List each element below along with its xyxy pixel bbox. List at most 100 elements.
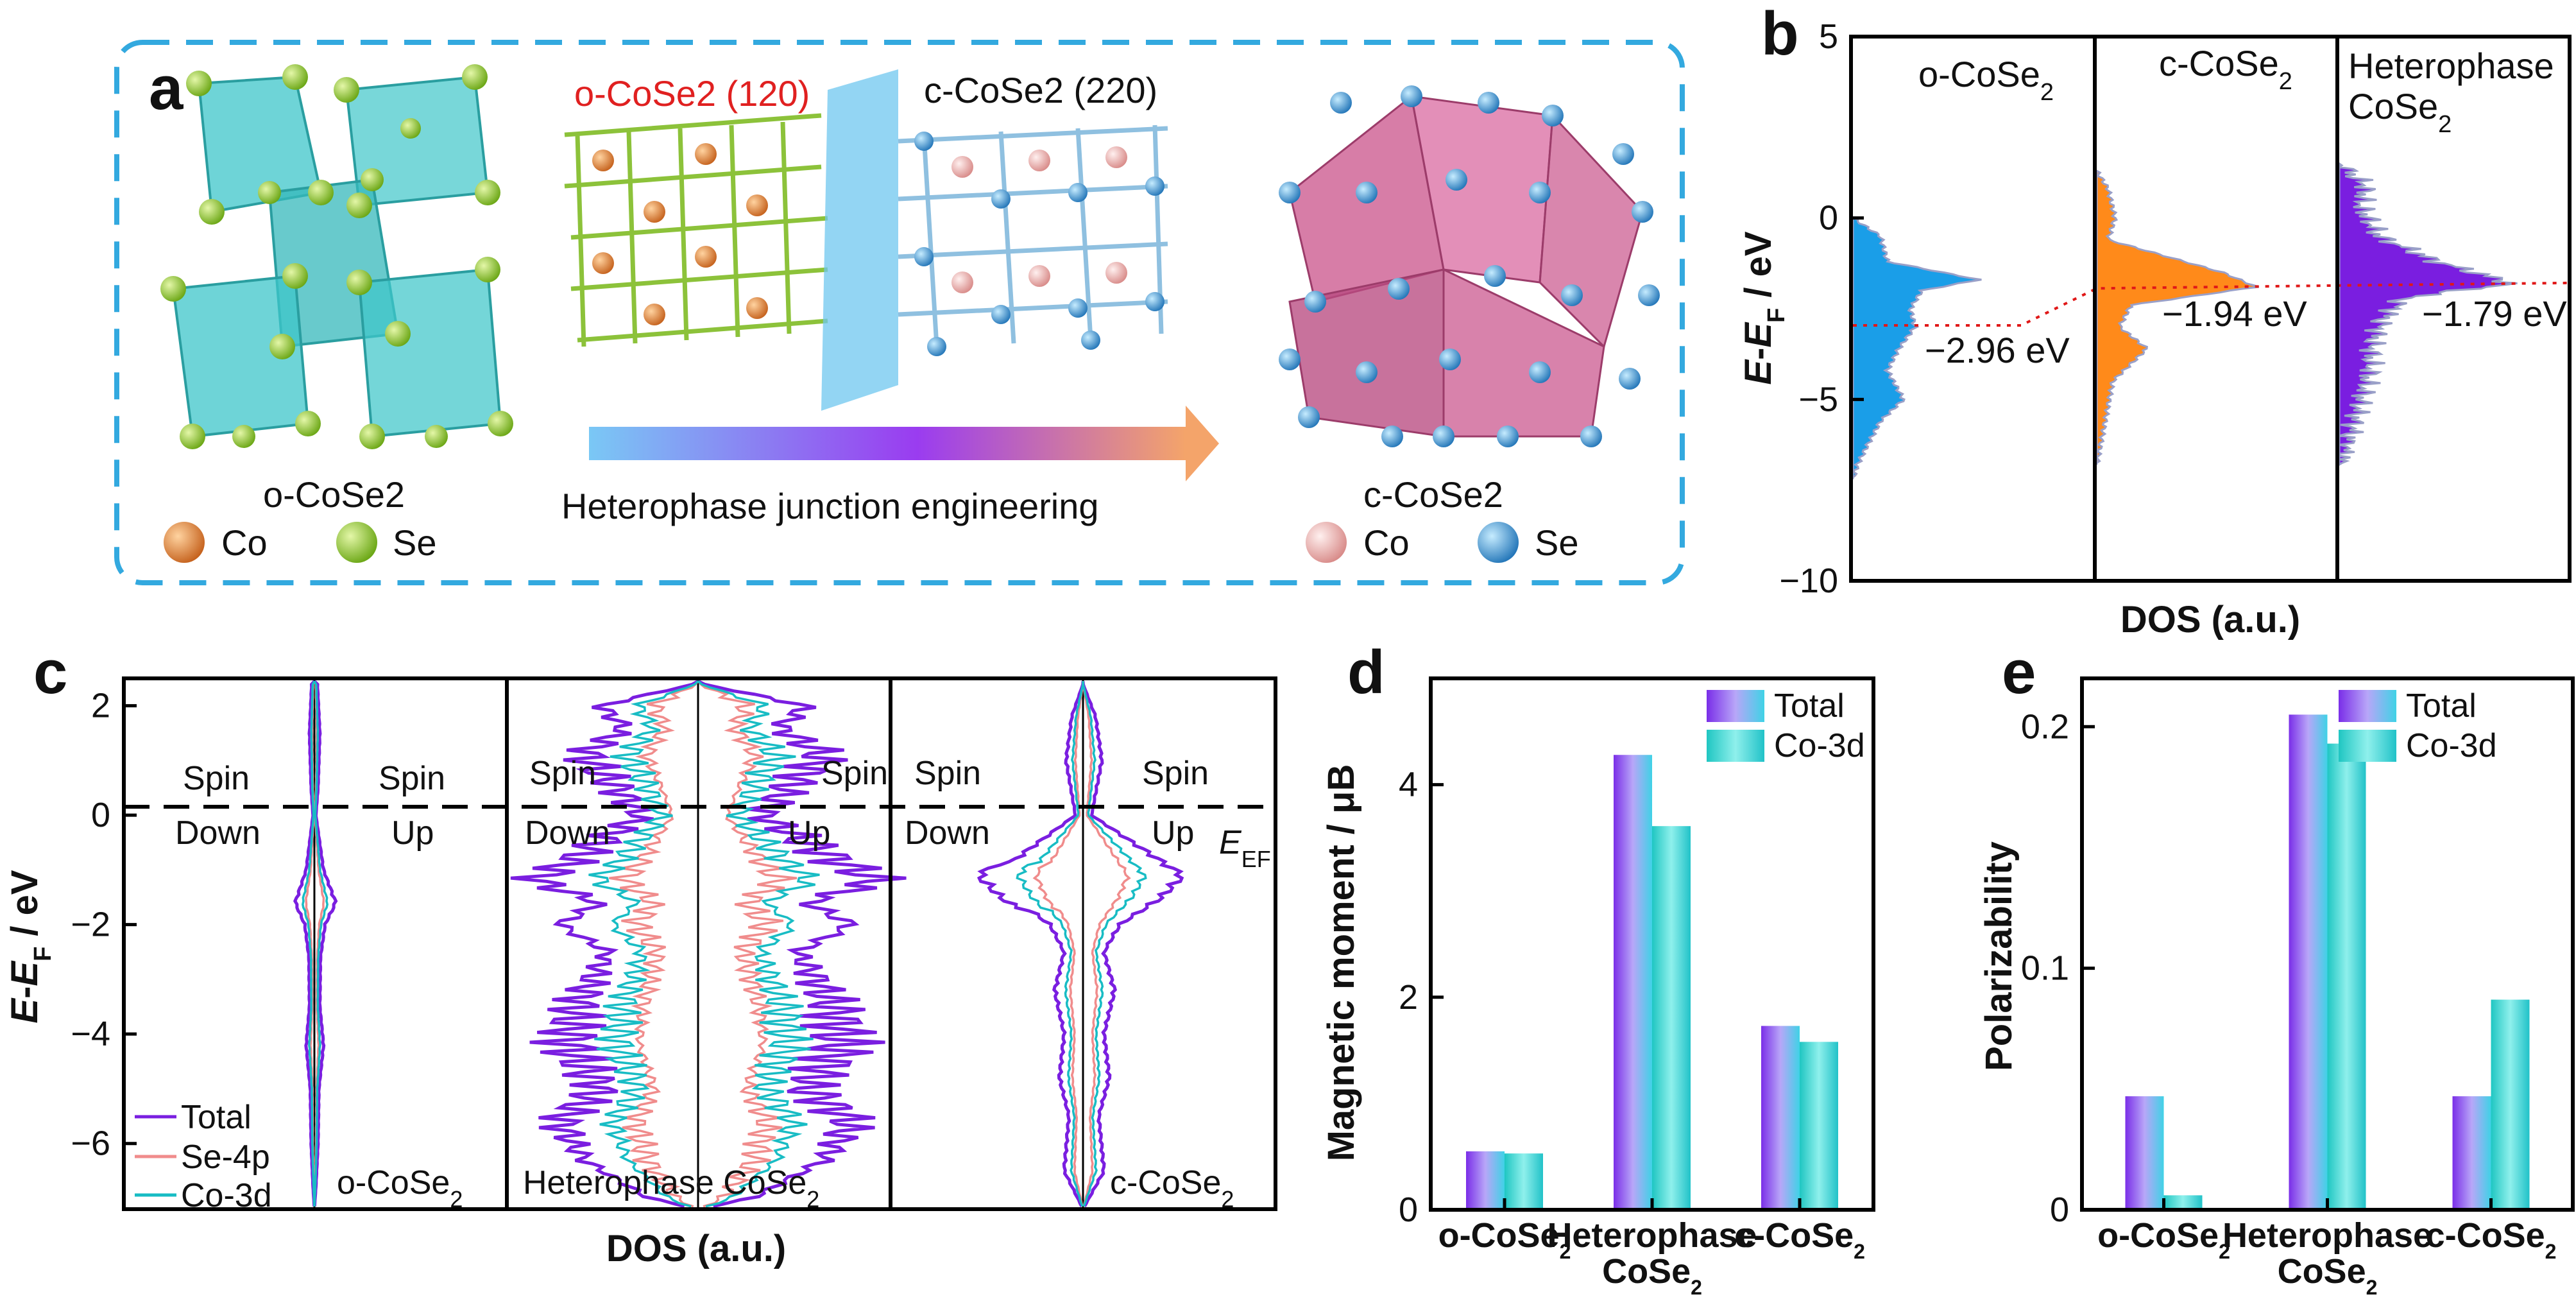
b-subpanel-title: c-CoSe2 (2159, 43, 2292, 95)
se-atom-icon (1478, 522, 1519, 563)
arrow-text: Heterophase junction engineering (561, 486, 1098, 526)
legend-right-co: Co (1363, 522, 1410, 563)
b-annotation: −2.96 eV (1925, 330, 2070, 370)
b-ytick-label: 5 (1819, 17, 1838, 56)
c-cose2-label: c-CoSe2 (1363, 474, 1503, 515)
bar-co-3d-1 (1652, 826, 1691, 1210)
panel-c-yaxis: 2 0 −2 −4 −6 (71, 687, 137, 1163)
panel-b-label: b (1761, 0, 1799, 68)
c-subpanel-title: o-CoSe2 (337, 1164, 463, 1212)
c-Co-3d-spin-down (302, 680, 316, 1207)
legend-co3d: Co-3d (181, 1177, 272, 1214)
panel-b-frame (1849, 35, 2572, 583)
c-cose2-structure (1279, 85, 1660, 447)
panel-e-ylabel: Polarizability (1978, 841, 2020, 1071)
o-cose2-structure (160, 64, 513, 449)
c-ytick-label: −6 (71, 1124, 110, 1163)
c-Co-3d-spin-down (1016, 681, 1084, 1207)
legend-left-co: Co (221, 522, 268, 563)
b-annotation: −1.94 eV (2162, 293, 2307, 334)
bar-total-1 (1614, 755, 1652, 1210)
legend-co-3d: Co-3d (1774, 727, 1865, 764)
bar-total-1 (2289, 714, 2328, 1210)
legend-total: Total (2406, 687, 2477, 725)
c-Co-3d-spin-up (313, 680, 328, 1207)
c-Total-spin-up (697, 680, 907, 1209)
b-subpanel-title: o-CoSe2 (1918, 54, 2054, 106)
c-Se-4p-spin-up (1082, 681, 1131, 1207)
c-Se-4p-spin-down (1032, 681, 1084, 1207)
panel-b-ylabel: E-EF / eV (1737, 231, 1790, 385)
panel-c-plot (293, 678, 1184, 1209)
heterojunction-lattice (564, 69, 1168, 411)
panel-c-ylabel: E-EF / eV (4, 870, 56, 1024)
b-ytick-label: −10 (1779, 562, 1838, 600)
xtick-label: c-CoSe2 (2426, 1216, 2557, 1263)
ytick-label: 2 (1399, 978, 1418, 1017)
b-subpanel-title: CoSe2 (2348, 86, 2452, 138)
panel-c: c 2 0 −2 −4 −6 E-EF / eV DOS (a.u.) Spin Dow… (4, 638, 1277, 1269)
ytick-label: 0 (2050, 1191, 2069, 1229)
panel-a-label: a (149, 54, 183, 123)
bar-total-2 (2452, 1096, 2491, 1210)
panel-d-ylabel: Magnetic moment / μB (1320, 764, 1362, 1162)
b-dos-area-Heterophase CoSe2 (2336, 162, 2518, 467)
ytick-label: 0 (1399, 1191, 1418, 1229)
xtick-label: c-CoSe2 (1734, 1216, 1865, 1263)
xtick-label: o-CoSe2 (2097, 1216, 2230, 1263)
panel-b: b 5 0 −5 −10 E-EF / eV DOS (a.u.) o-CoSe2 c… (1737, 0, 2572, 641)
b-annotation: −1.79 eV (2422, 293, 2567, 334)
panel-c-label: c (33, 638, 67, 707)
bar-co-3d-2 (2491, 999, 2530, 1210)
panel-c-frame (122, 676, 1277, 1211)
se-atom-icon (336, 522, 377, 563)
c-subpanel-title: Heterophase CoSe2 (523, 1164, 819, 1212)
svg-text:Spin: Spin (379, 760, 445, 797)
b-dos-area-o-CoSe2 (1852, 216, 1982, 479)
co-atom-icon (164, 522, 205, 563)
b-subpanel-title: Heterophase (2348, 46, 2554, 86)
panel-d-frame (1429, 676, 1875, 1212)
panel-e-label: e (2002, 638, 2036, 707)
bar-co-3d-1 (2327, 743, 2366, 1210)
ef-label: EEF (1219, 824, 1271, 872)
panel-d-label: d (1347, 638, 1385, 707)
panel-c-legend: Total Se-4p Co-3d (135, 1099, 272, 1214)
o-cose2-label: o-CoSe2 (263, 474, 405, 515)
legend-swatch-total (1707, 690, 1764, 722)
legend-total: Total (181, 1099, 252, 1136)
xtick-label: o-CoSe2 (1438, 1216, 1571, 1263)
c-Total-spin-up (1081, 681, 1184, 1208)
interface-plane (821, 69, 898, 411)
ytick-label: 0.1 (2021, 949, 2069, 988)
panel-b-xlabel: DOS (a.u.) (2120, 599, 2300, 641)
b-ytick-label: 0 (1819, 199, 1838, 237)
panel-b-yaxis: 5 0 −5 −10 (1779, 17, 1864, 600)
c-Se-4p-spin-down (609, 680, 699, 1208)
svg-text:Up: Up (788, 814, 830, 852)
bar-co-3d-0 (2163, 1195, 2203, 1210)
svg-text:Spin: Spin (529, 755, 596, 792)
bar-co-3d-2 (1800, 1042, 1838, 1210)
panel-a-border (114, 40, 1685, 585)
facet-left-label: o-CoSe2 (120) (574, 73, 810, 114)
panel-e: e Polarizability 0 0.1 0.2 o-CoSe2Heteropha… (1978, 638, 2575, 1299)
c-Se-4p-spin-up (697, 680, 798, 1208)
xtick-label: Heterophase CoSe2 (1547, 1216, 1757, 1299)
b-dos-area-c-CoSe2 (2095, 169, 2260, 465)
panel-b-plot (1852, 162, 2568, 479)
svg-text:Spin: Spin (183, 760, 250, 797)
c-ytick-label: 0 (91, 796, 110, 834)
c-Co-3d-spin-up (1082, 681, 1147, 1207)
svg-text:Down: Down (525, 814, 610, 852)
panel-e-frame (2080, 676, 2575, 1212)
b-ytick-label: −5 (1798, 380, 1838, 418)
c-Co-3d-spin-up (697, 680, 820, 1208)
legend-swatch-co-3d (2339, 730, 2396, 762)
c-ytick-label: −4 (71, 1015, 110, 1053)
svg-text:Spin: Spin (914, 755, 981, 792)
c-ytick-label: −2 (71, 906, 110, 944)
svg-text:Spin: Spin (821, 755, 888, 792)
